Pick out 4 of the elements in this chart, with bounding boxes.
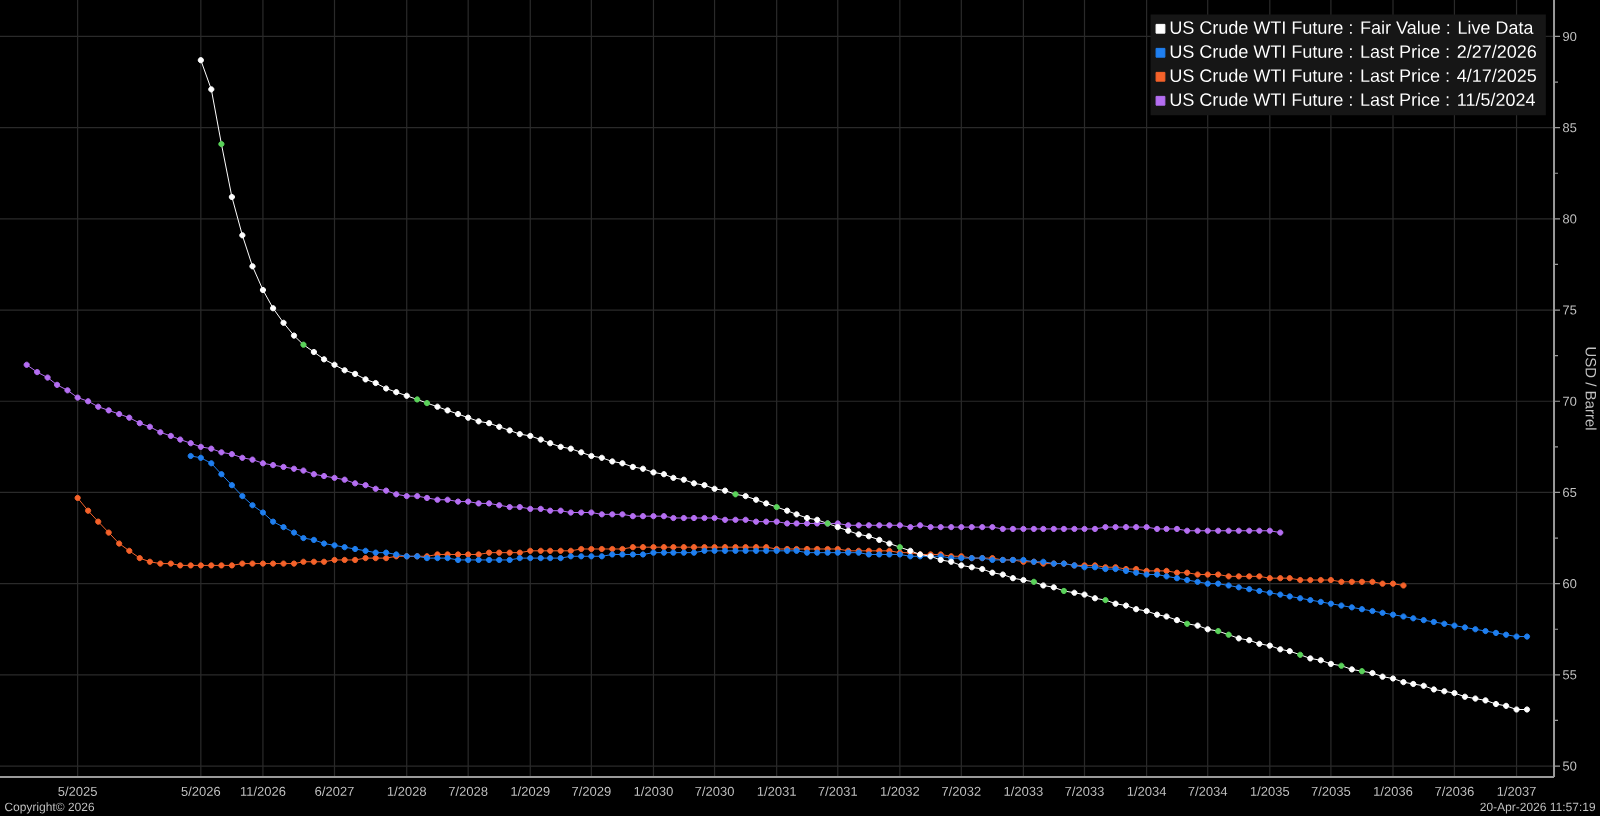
legend-label: US Crude WTI Future : Last Price : 4/17/2025 <box>1170 68 1537 82</box>
legend-label: US Crude WTI Future : Fair Value : Live Data <box>1170 20 1534 34</box>
legend-label: US Crude WTI Future : Last Price : 11/5/2024 <box>1170 92 1535 106</box>
legend-label: US Crude WTI Future : Last Price : 2/27/2026 <box>1170 44 1537 58</box>
